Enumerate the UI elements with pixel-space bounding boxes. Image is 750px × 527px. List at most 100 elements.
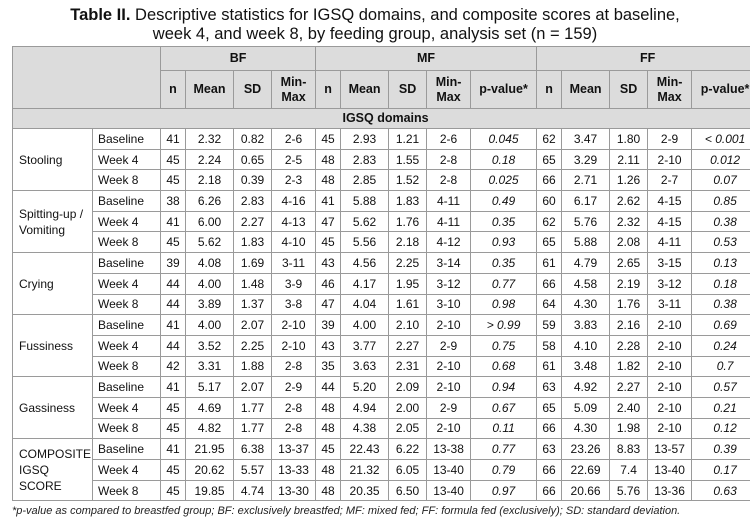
bf-sd-cell: 2.25 [233,334,272,357]
ff-minmax-cell: 3-12 [647,272,693,295]
timepoint-label: Week 8 [92,355,161,378]
header-group-bf: BF [159,46,317,71]
ff-n-cell: 65 [536,396,563,419]
ff-pvalue-cell: 0.85 [691,190,750,212]
ff-n-cell: 60 [536,190,563,212]
mf-minmax-cell: 13-38 [426,438,472,460]
bf-mean-cell: 21.95 [185,438,234,460]
ff-mean-cell: 2.71 [561,169,611,192]
mf-n-cell: 45 [315,438,342,460]
table-row: Stooling Baseline 41 2.32 0.82 2-6 45 2.93 1.21 2… [12,127,750,192]
ff-pvalue-cell: 0.18 [691,272,750,295]
mf-pvalue-cell: 0.93 [470,231,538,254]
domain-label: Crying [12,252,93,316]
mf-mean-cell: 4.94 [340,396,390,419]
mf-pvalue-cell: 0.67 [470,396,538,419]
ff-pvalue-cell: 0.53 [691,231,750,254]
mf-sd-cell: 1.83 [388,190,428,212]
ff-sd-cell: 2.27 [609,376,649,398]
bf-sd-cell: 5.57 [233,459,272,481]
bf-n-cell: 41 [160,438,186,460]
mf-sd-cell: 2.05 [388,417,428,440]
mf-sd-cell: 1.61 [388,293,428,316]
timepoint-label: Week 8 [92,417,161,440]
bf-mean-cell: 6.00 [185,210,234,233]
ff-mean-cell: 5.88 [561,231,611,254]
ff-pvalue-cell: 0.21 [691,396,750,419]
ff-minmax-cell: 2-10 [647,376,693,398]
mf-minmax-cell: 4-11 [426,190,472,212]
col-header-mean: Mean [340,70,390,109]
bf-sd-cell: 4.74 [233,479,272,502]
ff-pvalue-cell: 0.38 [691,293,750,316]
bf-minmax-cell: 2-9 [270,376,317,398]
mf-mean-cell: 3.63 [340,355,390,378]
col-header-pvalue: p-value* [691,70,750,109]
ff-minmax-cell: 2-10 [647,355,693,378]
bf-mean-cell: 4.00 [185,314,234,336]
bf-mean-cell: 4.08 [185,252,234,274]
ff-mean-cell: 22.69 [561,459,611,481]
mf-n-cell: 44 [315,376,342,398]
mf-n-cell: 46 [315,272,342,295]
bf-sd-cell: 2.27 [233,210,272,233]
mf-minmax-cell: 13-40 [426,459,472,481]
ff-pvalue-cell: 0.57 [691,376,750,398]
ff-minmax-cell: 2-10 [647,314,693,336]
bf-minmax-cell: 2-5 [270,148,317,171]
ff-minmax-cell: 3-11 [647,293,693,316]
table-row: Week 8 45 4.82 1.77 2-8 48 4.38 2.05 2-10 0.11 66 4… [13,417,750,440]
ff-n-cell: 63 [536,438,563,460]
bf-sd-cell: 1.69 [233,252,272,274]
ff-minmax-cell: 2-9 [647,128,693,150]
mf-minmax-cell: 3-10 [426,293,472,316]
ff-mean-cell: 20.66 [561,479,611,502]
mf-mean-cell: 20.35 [340,479,390,502]
mf-minmax-cell: 3-12 [426,272,472,295]
table-row: Week 4 44 4.00 1.48 3-9 46 4.17 1.95 3-12 0.77 66 4… [13,272,750,295]
bf-n-cell: 45 [160,417,186,440]
bf-sd-cell: 2.07 [233,314,272,336]
mf-sd-cell: 6.22 [388,438,428,460]
ff-n-cell: 59 [536,314,563,336]
bf-mean-cell: 4.00 [185,272,234,295]
col-header-pvalue: p-value* [470,70,538,109]
col-header-n: n [536,70,563,109]
mf-pvalue-cell: 0.97 [470,479,538,502]
mf-minmax-cell: 13-40 [426,479,472,502]
bf-sd-cell: 1.83 [233,231,272,254]
mf-pvalue-cell: 0.98 [470,293,538,316]
col-header-sd: SD [388,70,428,109]
bf-minmax-cell: 13-37 [270,438,317,460]
bf-minmax-cell: 2-8 [270,417,317,440]
bf-n-cell: 41 [160,314,186,336]
bf-n-cell: 45 [160,231,186,254]
domain-label: Stooling [12,127,93,192]
bf-mean-cell: 3.52 [185,334,234,357]
table-row: Gassiness Baseline 41 5.17 2.07 2-9 44 5.20 2.09… [12,376,750,440]
bf-n-cell: 45 [160,459,186,481]
mf-minmax-cell: 2-8 [426,169,472,192]
timepoint-label: Week 4 [92,334,161,357]
mf-minmax-cell: 3-14 [426,252,472,274]
bf-n-cell: 44 [160,272,186,295]
title-line-2: week 4, and week 8, by feeding group, an… [152,25,598,43]
bf-mean-cell: 4.69 [185,396,234,419]
domain-label: COMPOSITE IGSQ SCORE [12,438,93,502]
stats-table: BF MF FF n Mean SD Min-Max n Mean SD Min… [11,46,750,502]
col-header-mean: Mean [561,70,611,109]
ff-minmax-cell: 3-15 [647,252,693,274]
ff-minmax-cell: 13-36 [647,479,693,502]
ff-sd-cell: 2.16 [609,314,649,336]
timepoint-label: Week 8 [92,169,161,192]
ff-n-cell: 66 [536,459,563,481]
header-group-mf: MF [315,46,538,71]
mf-mean-cell: 2.93 [340,128,390,150]
ff-n-cell: 65 [536,231,563,254]
ff-mean-cell: 4.10 [561,334,611,357]
table-row: Week 8 42 3.31 1.88 2-8 35 3.63 2.31 2-10 0.68 61 3… [13,355,750,378]
ff-minmax-cell: 4-15 [647,190,693,212]
col-header-minmax: Min-Max [270,70,317,109]
bf-sd-cell: 0.82 [233,128,272,150]
bf-minmax-cell: 13-30 [270,479,317,502]
